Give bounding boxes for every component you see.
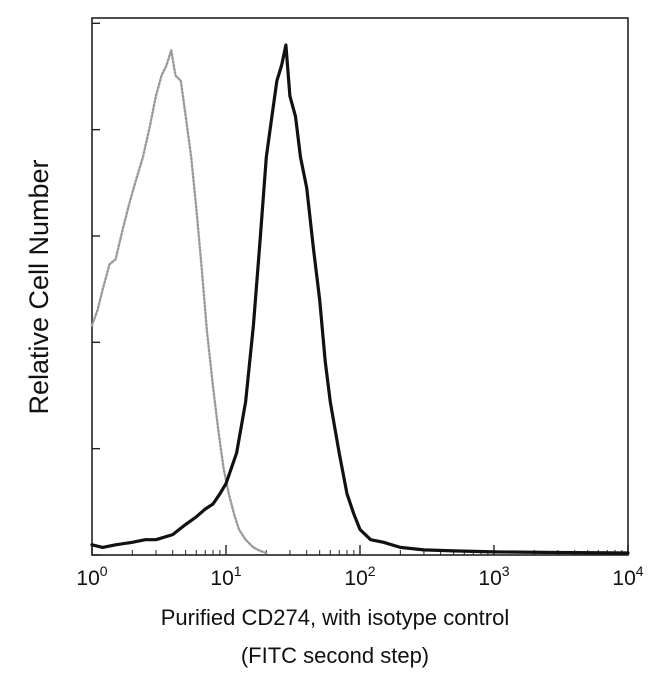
y-axis-ticks bbox=[92, 22, 100, 556]
x-tick-label: 103 bbox=[478, 563, 509, 590]
x-tick-label: 104 bbox=[612, 563, 643, 590]
x-tick-label: 100 bbox=[76, 563, 107, 590]
x-tick-label: 101 bbox=[210, 563, 241, 590]
y-axis-label: Relative Cell Number bbox=[24, 159, 54, 414]
x-tick-label: 102 bbox=[344, 563, 375, 590]
x-axis-label: Purified CD274, with isotype control bbox=[161, 605, 510, 630]
x-axis-label-line2: (FITC second step) bbox=[241, 643, 429, 668]
series-layer bbox=[90, 43, 630, 555]
cd274-curve bbox=[90, 43, 630, 555]
x-axis-ticks: 100 101 102 103 104 bbox=[76, 545, 644, 590]
isotype-control-curve bbox=[90, 48, 268, 555]
plot-frame bbox=[91, 17, 629, 556]
